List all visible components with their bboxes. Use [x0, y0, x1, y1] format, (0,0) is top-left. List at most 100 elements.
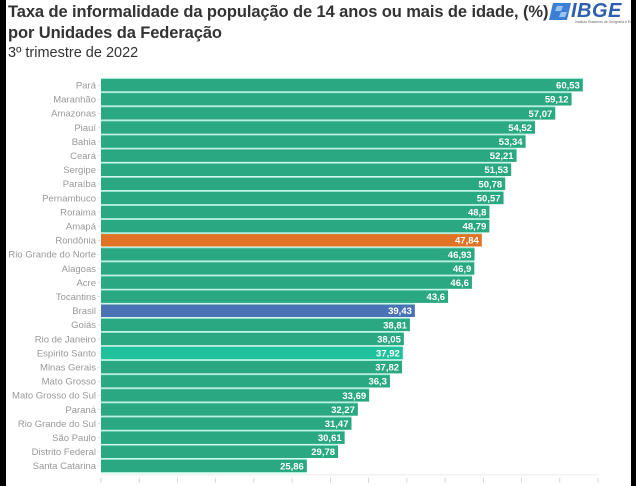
ibge-logo: IBGE Instituto Brasileiro de Geografia e…	[549, 0, 631, 26]
ibge-logo-text: IBGE	[571, 0, 622, 22]
bar-ceará	[101, 149, 517, 162]
category-label: Roraima	[60, 207, 97, 218]
bar-separator	[101, 204, 490, 206]
bar-pernambuco	[101, 191, 504, 205]
category-label: Pará	[76, 81, 97, 92]
bar-separator	[101, 331, 404, 333]
bar-roraima	[101, 205, 490, 219]
category-label: Rio Grande do Norte	[8, 250, 96, 261]
bar-separator	[101, 232, 482, 235]
bar-pará	[101, 79, 583, 92]
category-label: Mato Grosso do Sul	[12, 391, 96, 402]
bar-separator	[101, 247, 475, 249]
value-label: 37,82	[375, 363, 399, 374]
category-label: Rio de Janeiro	[35, 334, 96, 345]
bar-mato-grosso	[101, 375, 390, 388]
bar-brasil	[101, 304, 415, 317]
value-label: 54,52	[508, 123, 532, 134]
value-label: 38,05	[377, 334, 401, 345]
bar-rio-grande-do-norte	[101, 248, 475, 261]
bar-separator	[101, 444, 339, 446]
bar-separator	[101, 317, 410, 319]
value-label: 52,21	[490, 151, 514, 162]
value-label: 59,12	[545, 95, 569, 106]
bar-amazonas	[101, 107, 556, 120]
value-label: 50,78	[478, 179, 502, 190]
bar-amapá	[101, 220, 490, 233]
bar-separator	[101, 148, 517, 150]
bar-separator	[101, 106, 556, 108]
bar-separator	[101, 134, 526, 136]
category-label: Sergipe	[63, 165, 96, 176]
bar-separator	[101, 190, 504, 192]
category-label: Ceará	[70, 151, 97, 162]
category-label: Distrito Federal	[32, 447, 96, 458]
value-label: 29,78	[311, 447, 335, 458]
bar-santa-catarina	[101, 459, 307, 473]
bar-separator	[101, 430, 345, 432]
value-label: 32,27	[331, 405, 355, 416]
value-label: 30,61	[318, 433, 342, 444]
bar-separator	[101, 416, 352, 418]
bar-paraíba	[101, 177, 506, 191]
bar-espirito-santo	[101, 346, 403, 360]
category-label: Goiás	[71, 320, 96, 331]
category-label: Acre	[76, 278, 96, 289]
bar-separator	[101, 91, 572, 94]
bar-separator	[101, 359, 403, 361]
category-label: Alagoas	[62, 264, 97, 275]
bar-separator	[101, 458, 307, 460]
bar-minas-gerais	[101, 361, 403, 374]
bar-rondônia	[101, 234, 482, 247]
ibge-logo-icon	[549, 3, 571, 20]
bar-separator	[101, 373, 390, 376]
bar-goiás	[101, 318, 410, 332]
value-label: 47,84	[455, 236, 479, 247]
bar-rio-grande-do-sul	[101, 417, 352, 430]
bar-piauí	[101, 121, 535, 134]
bar-bahia	[101, 135, 526, 148]
category-label: Pernambuco	[42, 193, 96, 204]
bar-separator	[101, 345, 403, 347]
value-label: 39,43	[388, 306, 412, 317]
category-label: Espirito Santo	[37, 348, 96, 359]
value-label: 46,93	[448, 250, 472, 261]
bar-rio-de-janeiro	[101, 332, 404, 346]
value-label: 48,8	[468, 208, 487, 219]
chart-subtitle: 3º trimestre de 2022	[8, 45, 139, 61]
value-label: 33,69	[342, 391, 366, 402]
bar-separator	[101, 261, 475, 263]
value-label: 51,53	[484, 165, 508, 176]
value-label: 25,86	[280, 461, 304, 472]
value-label: 43,6	[427, 292, 446, 303]
category-label: Amapá	[66, 222, 97, 233]
value-label: 38,81	[383, 320, 407, 331]
value-label: 48,79	[463, 222, 487, 233]
category-label: Rio Grande do Sul	[18, 419, 96, 430]
chart-frame: Taxa de informalidade da população de 14…	[6, 0, 631, 486]
ibge-logo-subtext: Instituto Brasileiro de Geografia e Esta…	[575, 20, 631, 24]
bar-separator	[101, 120, 535, 122]
bar-separator	[101, 402, 358, 404]
value-label: 60,53	[556, 81, 580, 92]
category-label: Bahia	[72, 137, 97, 148]
category-label: São Paulo	[52, 433, 96, 444]
bar-maranhão	[101, 93, 572, 106]
bar-mato-grosso-do-sul	[101, 389, 370, 402]
bar-separator	[101, 218, 490, 220]
bar-separator	[101, 162, 512, 164]
bar-tocantins	[101, 290, 449, 303]
value-label: 36,3	[368, 377, 387, 388]
category-label: Maranhão	[53, 95, 96, 106]
bar-distrito-federal	[101, 445, 339, 458]
bar-separator	[101, 388, 370, 390]
bar-paraná	[101, 403, 358, 416]
value-label: 46,6	[450, 278, 469, 289]
bar-sergipe	[101, 163, 512, 176]
category-label: Brasil	[72, 306, 96, 317]
category-label: Santa Catarina	[33, 461, 97, 472]
value-label: 46,9	[453, 264, 472, 275]
category-label: Mato Grosso	[42, 377, 96, 388]
category-label: Tocantins	[56, 292, 96, 303]
value-label: 53,34	[499, 137, 523, 148]
